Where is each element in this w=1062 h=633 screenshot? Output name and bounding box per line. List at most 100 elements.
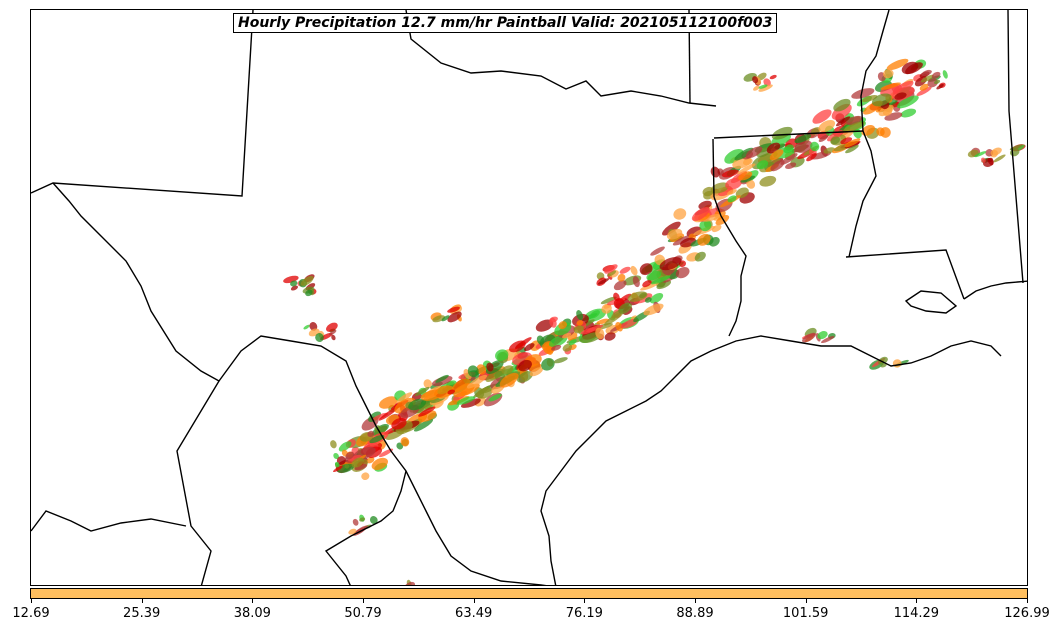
precip-blob — [562, 332, 572, 339]
precip-blob — [415, 386, 430, 396]
precip-blob — [694, 251, 706, 262]
map-canvas — [31, 10, 1027, 585]
precip-blob — [604, 332, 616, 341]
precip-blob — [300, 275, 314, 286]
precip-blob — [927, 78, 938, 88]
colorbar-tick-label: 25.39 — [123, 606, 161, 621]
precip-blob — [974, 151, 987, 158]
precip-blob — [391, 417, 407, 430]
precip-blob — [369, 434, 385, 444]
colorbar-tick-label: 76.19 — [565, 606, 603, 621]
precip-blob — [835, 116, 851, 127]
precip-blob — [896, 95, 919, 109]
river-boundary — [405, 10, 717, 107]
precip-blob — [619, 266, 631, 274]
state-boundary — [1007, 10, 1024, 284]
precip-blob — [771, 126, 793, 140]
precip-blob — [601, 303, 612, 314]
precip-blob — [336, 456, 346, 465]
precip-blob — [315, 333, 324, 342]
precip-blob — [840, 137, 853, 145]
precip-blob — [675, 267, 690, 279]
precip-blob — [880, 82, 901, 90]
river-boundary — [848, 10, 890, 258]
precip-blob — [447, 311, 462, 323]
precip-blob — [659, 257, 682, 271]
state-boundary — [713, 130, 864, 139]
colorbar-tick-label: 126.99 — [1004, 606, 1050, 621]
precip-blob — [413, 418, 434, 432]
precip-blob — [328, 330, 337, 336]
colorbar-tick — [363, 599, 364, 603]
colorbar-tick — [695, 599, 696, 603]
precip-blob — [934, 79, 941, 85]
precip-blob — [845, 144, 859, 154]
precip-blob — [466, 374, 488, 389]
precip-blob — [551, 344, 562, 351]
precip-blob — [753, 85, 760, 91]
colorbar-tick — [252, 599, 254, 603]
precip-blob — [833, 98, 851, 112]
precip-blob — [818, 119, 836, 133]
colorbar-tick — [1027, 599, 1028, 603]
precip-blob — [990, 147, 1002, 156]
precipitation-paintball-layer — [283, 58, 1026, 585]
precip-blob — [817, 331, 828, 340]
precip-blob — [993, 154, 1006, 163]
precip-blob — [709, 236, 720, 247]
precip-blob — [535, 319, 554, 332]
precip-blob — [461, 398, 481, 408]
precip-blob — [737, 163, 756, 175]
precip-blob — [752, 76, 759, 84]
precip-blob — [812, 109, 832, 124]
precip-blob — [802, 332, 816, 343]
precip-blob — [632, 276, 640, 288]
precip-blob — [919, 83, 929, 91]
precip-blob — [495, 349, 509, 361]
precip-blob — [378, 396, 398, 409]
precip-blob — [330, 440, 337, 449]
precip-blob — [573, 325, 584, 334]
precip-blob — [644, 297, 652, 303]
precip-blob — [326, 322, 338, 332]
precip-blob — [524, 343, 535, 352]
precip-blob — [851, 88, 875, 99]
precip-blob — [697, 233, 711, 246]
precip-blob — [345, 451, 355, 460]
country-boundary — [176, 380, 220, 585]
precip-blob — [305, 289, 313, 297]
precip-blob — [359, 517, 366, 522]
precip-blob — [698, 200, 712, 210]
precip-blob — [646, 270, 662, 281]
precip-blob — [1017, 144, 1025, 151]
colorbar-tick-label: 88.89 — [676, 606, 714, 621]
precip-blob — [351, 457, 364, 468]
colorbar-tick — [31, 599, 32, 603]
precip-blob — [418, 406, 436, 417]
precip-blob — [603, 311, 624, 326]
country-boundary — [324, 470, 407, 585]
precip-blob — [785, 162, 797, 169]
lake-outline — [904, 290, 958, 314]
precip-blob — [367, 430, 375, 438]
precip-blob — [553, 357, 568, 364]
precip-blob — [501, 365, 514, 375]
precip-blob — [549, 316, 558, 323]
precip-blob — [718, 187, 734, 197]
precip-blob — [627, 291, 648, 302]
precip-blob — [549, 335, 568, 347]
precip-blob — [882, 69, 894, 79]
precip-blob — [576, 310, 584, 321]
precip-blob — [901, 61, 919, 75]
precip-blob — [476, 364, 487, 375]
precip-blob — [769, 74, 777, 80]
precip-blob — [880, 363, 887, 368]
precip-blob — [509, 340, 526, 353]
precip-blob — [886, 58, 909, 71]
precip-blob — [408, 398, 427, 411]
precip-blob — [920, 74, 934, 83]
precip-blob — [562, 343, 573, 352]
map-title: Hourly Precipitation 12.7 mm/hr Paintbal… — [233, 13, 778, 33]
precip-blob — [607, 270, 617, 277]
colorbar-tick-label: 101.59 — [782, 606, 829, 621]
